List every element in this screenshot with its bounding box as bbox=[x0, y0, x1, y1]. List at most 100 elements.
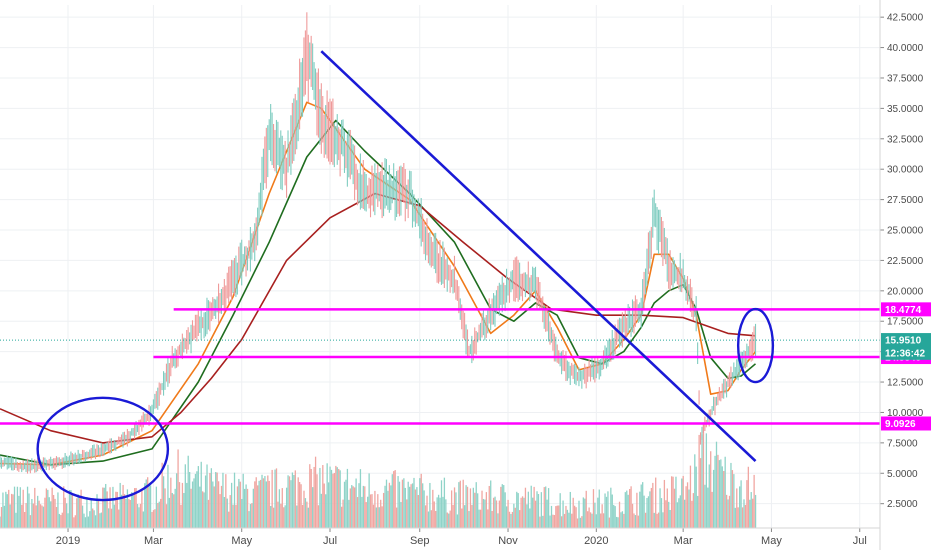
volume-bar bbox=[604, 493, 606, 528]
volume-bar bbox=[271, 469, 273, 528]
volume-bar bbox=[378, 507, 380, 528]
volume-bar bbox=[173, 494, 175, 528]
volume-bar bbox=[385, 479, 388, 528]
volume-bar bbox=[563, 513, 566, 528]
volume-bar bbox=[186, 482, 188, 528]
volume-bar bbox=[663, 479, 666, 528]
volume-bar bbox=[423, 490, 425, 528]
volume-bar bbox=[430, 510, 433, 528]
volume-bar bbox=[232, 504, 234, 528]
volume-bar bbox=[351, 485, 353, 528]
volume-bar bbox=[534, 500, 537, 528]
volume-bar bbox=[504, 492, 506, 528]
countdown-badge bbox=[881, 345, 931, 360]
volume-bar bbox=[736, 488, 738, 528]
volume-bar bbox=[255, 477, 257, 528]
volume-bar bbox=[37, 495, 39, 528]
volume-bar bbox=[692, 493, 694, 528]
volume-bar bbox=[181, 482, 184, 528]
volume-bar bbox=[105, 483, 107, 528]
volume-bar bbox=[581, 516, 583, 528]
volume-bar bbox=[301, 504, 304, 528]
volume-bar bbox=[316, 474, 318, 528]
volume-bar bbox=[686, 482, 689, 528]
volume-bar bbox=[568, 512, 570, 528]
y-tick-label: 42.5000 bbox=[887, 13, 924, 24]
volume-bar bbox=[277, 501, 279, 528]
volume-bar bbox=[417, 494, 419, 528]
volume-bar bbox=[704, 484, 706, 528]
volume-bar bbox=[439, 497, 441, 528]
volume-bar bbox=[484, 499, 486, 528]
volume-bar bbox=[213, 486, 215, 528]
volume-bar bbox=[375, 507, 378, 528]
volume-bar bbox=[578, 500, 580, 528]
volume-bar bbox=[549, 515, 551, 528]
volume-bar bbox=[86, 497, 88, 528]
volume-bar bbox=[154, 509, 156, 528]
volume-bar bbox=[245, 484, 247, 528]
volume-bar bbox=[494, 496, 496, 528]
volume-bar bbox=[194, 473, 197, 528]
volume-bar bbox=[71, 494, 74, 528]
volume-bar bbox=[359, 469, 362, 528]
volume-bar bbox=[112, 486, 114, 528]
volume-bar bbox=[390, 485, 392, 528]
y-tick-label: 27.5000 bbox=[887, 195, 924, 206]
volume-bar bbox=[81, 505, 84, 528]
volume-bar bbox=[681, 478, 683, 528]
volume-bar bbox=[721, 466, 723, 528]
level-badge bbox=[881, 416, 931, 431]
volume-bar bbox=[707, 487, 709, 528]
volume-bar bbox=[249, 504, 252, 528]
volume-bar bbox=[592, 489, 595, 528]
volume-bar bbox=[589, 512, 592, 528]
volume-bar bbox=[325, 494, 327, 528]
volume-bar bbox=[178, 482, 181, 528]
volume-bar bbox=[727, 499, 729, 528]
volume-bar bbox=[207, 499, 210, 528]
volume-bar bbox=[620, 512, 622, 528]
volume-bar bbox=[79, 495, 81, 528]
volume-bar bbox=[404, 487, 406, 528]
volume-bar bbox=[679, 495, 681, 528]
volume-bar bbox=[257, 485, 259, 528]
volume-bar bbox=[453, 487, 456, 528]
volume-bar bbox=[293, 475, 295, 528]
volume-bar bbox=[643, 495, 645, 528]
volume-bar bbox=[225, 474, 227, 528]
volume-bar bbox=[97, 500, 100, 528]
volume-bar bbox=[284, 505, 286, 528]
volume-bar bbox=[529, 508, 531, 528]
volume-bar bbox=[280, 503, 282, 528]
volume-bar bbox=[369, 494, 372, 528]
volume-bar bbox=[377, 494, 379, 528]
volume-bar bbox=[44, 497, 46, 528]
x-tick-label: 2020 bbox=[584, 535, 608, 547]
volume-bar bbox=[22, 489, 24, 528]
volume-bar bbox=[587, 511, 589, 528]
volume-bar bbox=[670, 476, 673, 528]
volume-bar bbox=[219, 494, 221, 528]
volume-bar bbox=[720, 459, 722, 528]
volume-bar bbox=[605, 496, 608, 528]
volume-bar bbox=[264, 476, 266, 528]
volume-bar bbox=[10, 493, 13, 528]
volume-bar bbox=[537, 494, 540, 528]
volume-bar bbox=[694, 454, 696, 528]
volume-bar bbox=[740, 480, 742, 528]
volume-bar bbox=[290, 480, 292, 528]
volume-bar bbox=[157, 503, 159, 528]
x-tick-label: Nov bbox=[498, 535, 518, 547]
volume-bar bbox=[630, 486, 632, 528]
volume-bar bbox=[76, 498, 78, 528]
volume-bar bbox=[99, 513, 101, 528]
volume-bar bbox=[472, 487, 474, 528]
volume-bar bbox=[685, 486, 687, 528]
volume-bar bbox=[296, 505, 298, 528]
volume-bar bbox=[24, 511, 26, 528]
volume-bar bbox=[148, 484, 150, 528]
volume-bar bbox=[731, 470, 734, 528]
volume-bar bbox=[45, 488, 48, 528]
volume-bar bbox=[193, 478, 195, 528]
